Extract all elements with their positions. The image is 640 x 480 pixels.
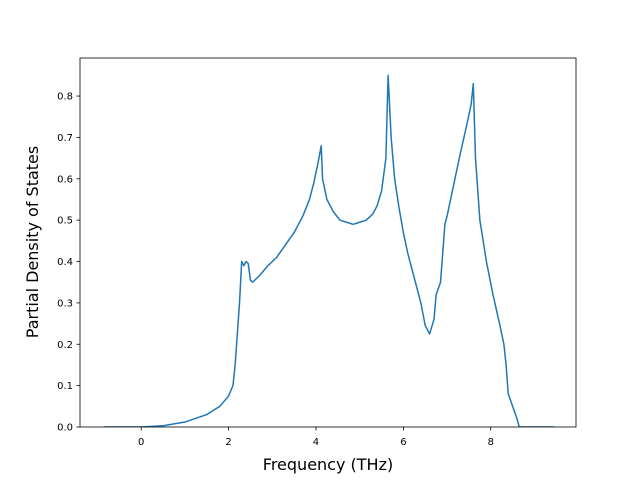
x-tick-label: 2 — [225, 437, 231, 448]
y-tick-label: 0.5 — [57, 216, 73, 227]
y-tick-label: 0.6 — [57, 174, 73, 185]
y-tick-label: 0.3 — [57, 298, 73, 309]
y-tick-label: 0.0 — [57, 423, 73, 434]
x-tick-label: 8 — [488, 437, 494, 448]
y-tick-label: 0.4 — [57, 257, 73, 268]
y-tick-label: 0.2 — [57, 340, 73, 351]
y-axis-label: Partial Density of States — [23, 146, 42, 338]
plot-frame — [79, 57, 577, 428]
y-tick-label: 0.1 — [57, 381, 73, 392]
x-axis-label: Frequency (THz) — [263, 455, 393, 474]
y-tick-label: 0.7 — [57, 133, 73, 144]
x-tick-label: 4 — [313, 437, 319, 448]
x-tick-label: 6 — [400, 437, 406, 448]
y-tick-label: 0.8 — [57, 92, 73, 103]
line-series — [104, 74, 555, 427]
x-tick-label: 0 — [138, 437, 144, 448]
